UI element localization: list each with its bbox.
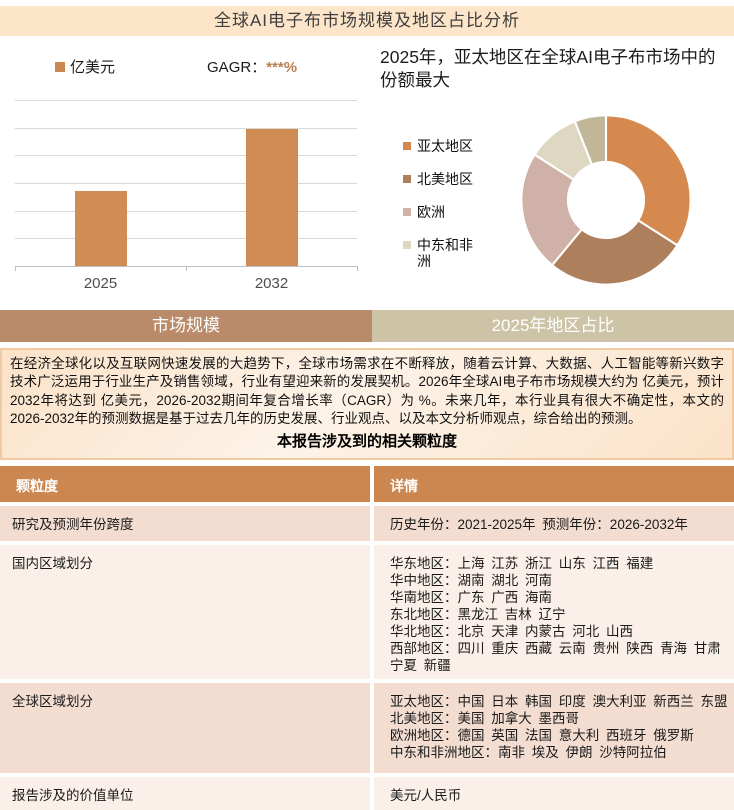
cagr-annotation: GAGR：***% xyxy=(207,56,297,77)
axis-tick xyxy=(15,266,16,271)
table-row: 研究及预测年份跨度 历史年份：2021-2025年 预测年份：2026-2032年 xyxy=(0,506,734,541)
summary-paragraph: 在经济全球化以及互联网快速发展的大趋势下，全球市场需求在不断释放，随着云计算、大… xyxy=(10,356,724,427)
legend-swatch-icon xyxy=(403,208,411,216)
table-row: 全球区域划分 亚太地区：中国 日本 韩国 印度 澳大利亚 新西兰 东盟 北美地区：美… xyxy=(0,683,734,773)
bar-2032 xyxy=(245,129,298,266)
tab-2025-region-share[interactable]: 2025年地区占比 xyxy=(372,310,734,342)
donut-slice-unlabeled xyxy=(573,114,608,166)
details-line: 华北地区：北京 天津 内蒙古 河北 山西 xyxy=(390,624,633,639)
details-cell: 美元/人民币 xyxy=(374,777,734,810)
donut-chart-legend: 亚太地区北美地区欧洲中东和非洲 xyxy=(403,138,483,286)
x-axis-label: 2032 xyxy=(254,275,289,292)
table-header-details: 详情 xyxy=(374,466,734,502)
details-line: 东北地区：黑龙江 吉林 辽宁 xyxy=(390,607,566,622)
granularity-cell: 研究及预测年份跨度 xyxy=(0,506,370,541)
details-cell: 历史年份：2021-2025年 预测年份：2026-2032年 xyxy=(374,506,734,541)
details-line: 亚太地区：中国 日本 韩国 印度 澳大利亚 新西兰 东盟 xyxy=(390,694,728,709)
table-row: 国内区域划分 华东地区：上海 江苏 浙江 山东 江西 福建 华中地区：湖南 湖北 河… xyxy=(0,545,734,679)
details-cell: 华东地区：上海 江苏 浙江 山东 江西 福建 华中地区：湖南 湖北 河南 华南地区：… xyxy=(374,545,734,679)
page-title: 全球AI电子布市场规模及地区占比分析 xyxy=(0,6,734,36)
donut-chart-title: 2025年，亚太地区在全球AI电子布市场中的份额最大 xyxy=(380,47,716,90)
legend-swatch-icon xyxy=(403,241,411,249)
x-axis-label: 2025 xyxy=(83,275,118,292)
bar-chart-legend: 亿美元 GAGR：***% xyxy=(55,56,297,77)
details-line: 华中地区：湖南 湖北 河南 xyxy=(390,573,552,588)
cagr-label: GAGR： xyxy=(207,59,267,76)
details-line: 华南地区：广东 广西 海南 xyxy=(390,590,552,605)
donut-slice-欧洲 xyxy=(520,153,584,267)
granularity-cell: 报告涉及的价值单位 xyxy=(0,777,370,810)
donut-legend-item: 北美地区 xyxy=(403,171,483,187)
table-row: 报告涉及的价值单位 美元/人民币 xyxy=(0,777,734,810)
details-line: 华东地区：上海 江苏 浙江 山东 江西 福建 xyxy=(390,556,654,571)
donut-legend-item: 中东和非洲 xyxy=(403,237,483,269)
tab-market-size[interactable]: 市场规模 xyxy=(0,310,372,342)
donut-legend-item: 亚太地区 xyxy=(403,138,483,154)
donut-slice-北美地区 xyxy=(550,218,679,286)
axis-tick xyxy=(357,266,358,271)
gridline xyxy=(15,210,357,212)
gridline xyxy=(15,127,357,129)
table-header-granularity: 颗粒度 xyxy=(0,466,370,502)
gridline xyxy=(15,238,357,240)
legend-swatch-icon xyxy=(403,175,411,183)
donut-slice-亚太地区 xyxy=(604,114,692,247)
section-tabs: 市场规模 2025年地区占比 xyxy=(0,310,734,342)
bar-series-label: 亿美元 xyxy=(70,59,116,76)
report-page: 全球AI电子布市场规模及地区占比分析 亿美元 GAGR：***% 2025 203… xyxy=(0,6,734,810)
legend-label: 北美地区 xyxy=(417,171,473,187)
summary-box: 在经济全球化以及互联网快速发展的大趋势下，全球市场需求在不断释放，随着云计算、大… xyxy=(0,348,734,460)
details-line: 历史年份：2021-2025年 预测年份：2026-2032年 xyxy=(390,517,688,532)
granularity-table: 颗粒度 详情 研究及预测年份跨度 历史年份：2021-2025年 预测年份：202… xyxy=(0,466,734,810)
gridline xyxy=(15,183,357,184)
gridline xyxy=(15,155,357,157)
bar-chart-panel: 亿美元 GAGR：***% 2025 2032 xyxy=(0,36,378,300)
axis-tick xyxy=(186,266,187,271)
cagr-masked-value: ***% xyxy=(266,59,298,76)
donut-chart-panel: 2025年，亚太地区在全球AI电子布市场中的份额最大 亚太地区北美地区欧洲中东和… xyxy=(378,36,734,300)
charts-row: 亿美元 GAGR：***% 2025 2032 2025年，亚太地区在全球AI电子… xyxy=(0,36,734,300)
legend-label: 亚太地区 xyxy=(417,138,473,154)
details-cell: 亚太地区：中国 日本 韩国 印度 澳大利亚 新西兰 东盟 北美地区：美国 加拿大 … xyxy=(374,683,734,773)
legend-swatch-icon xyxy=(403,142,411,150)
table-body: 研究及预测年份跨度 历史年份：2021-2025年 预测年份：2026-2032年… xyxy=(0,506,734,810)
details-line: 西部地区：四川 重庆 西藏 云南 贵州 陕西 青海 甘肃 宁夏 新疆 xyxy=(390,641,728,673)
table-header-row: 颗粒度 详情 xyxy=(0,466,734,502)
details-line: 北美地区：美国 加拿大 墨西哥 xyxy=(390,711,579,726)
bar-series-swatch-icon xyxy=(55,61,65,72)
details-line: 欧洲地区：德国 英国 法国 意大利 西班牙 俄罗斯 xyxy=(390,728,694,743)
granularity-cell: 国内区域划分 xyxy=(0,545,370,679)
legend-label: 欧洲 xyxy=(417,204,445,220)
details-line: 美元/人民币 xyxy=(390,788,462,803)
bar-chart-plot xyxy=(15,100,358,271)
granularity-cell: 全球区域划分 xyxy=(0,683,370,773)
gridline xyxy=(15,100,357,101)
legend-label: 中东和非洲 xyxy=(417,237,473,269)
bar-chart-x-axis-labels: 2025 2032 xyxy=(15,275,357,295)
bar-2025 xyxy=(74,191,127,266)
donut-legend-item: 欧洲 xyxy=(403,204,483,220)
details-line: 中东和非洲地区：南非 埃及 伊朗 沙特阿拉伯 xyxy=(390,745,667,760)
donut-chart xyxy=(520,114,692,286)
table-caption: 本报告涉及到的相关颗粒度 xyxy=(276,432,457,450)
